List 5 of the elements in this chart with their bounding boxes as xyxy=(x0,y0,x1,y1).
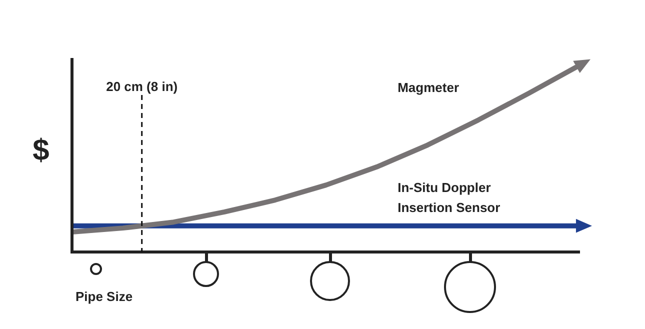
y-axis-title: $ xyxy=(32,134,50,167)
x-axis-title: Pipe Size xyxy=(75,289,133,304)
text: Magmeter xyxy=(398,80,460,95)
text: 20 cm (8 in) xyxy=(106,79,178,94)
series-label: In-Situ Doppler Insertion Sensor xyxy=(398,180,500,215)
